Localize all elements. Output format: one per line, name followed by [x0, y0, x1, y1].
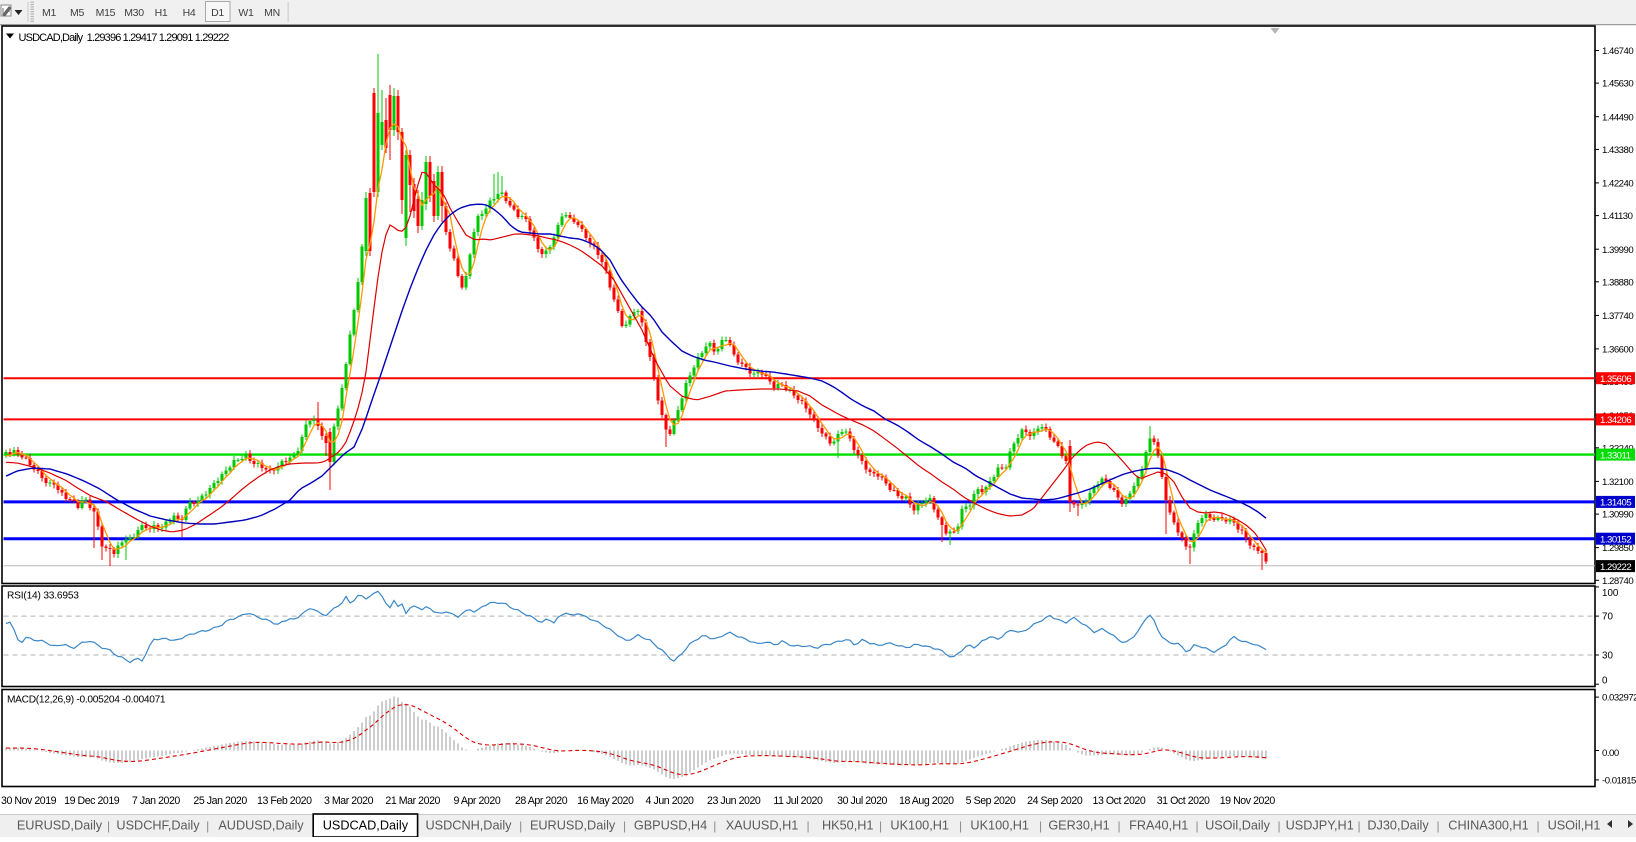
- svg-text:1.46740: 1.46740: [1602, 46, 1633, 57]
- svg-text:1.32100: 1.32100: [1602, 477, 1633, 488]
- svg-text:4 Jun 2020: 4 Jun 2020: [646, 795, 694, 807]
- svg-text:USDCHF,Daily: USDCHF,Daily: [116, 819, 200, 833]
- svg-text:DJ30,Daily: DJ30,Daily: [1367, 819, 1429, 833]
- svg-text:HK50,H1: HK50,H1: [822, 819, 873, 833]
- svg-text:GBPUSD,H4: GBPUSD,H4: [634, 819, 707, 833]
- svg-text:|: |: [1536, 819, 1539, 833]
- svg-text:1.39990: 1.39990: [1602, 245, 1633, 256]
- svg-text:30 Jul 2020: 30 Jul 2020: [837, 795, 887, 807]
- svg-text:31 Oct 2020: 31 Oct 2020: [1157, 795, 1210, 807]
- svg-text:1.30990: 1.30990: [1602, 510, 1633, 521]
- svg-text:UK100,H1: UK100,H1: [890, 819, 949, 833]
- svg-text:1.30152: 1.30152: [1600, 535, 1631, 546]
- svg-text:18 Aug 2020: 18 Aug 2020: [899, 795, 954, 807]
- svg-text:1.31405: 1.31405: [1600, 498, 1631, 509]
- svg-text:25 Jan 2020: 25 Jan 2020: [193, 795, 247, 807]
- svg-text:23 Jun 2020: 23 Jun 2020: [707, 795, 761, 807]
- svg-text:13 Oct 2020: 13 Oct 2020: [1093, 795, 1146, 807]
- svg-text:11 Jul 2020: 11 Jul 2020: [773, 795, 823, 807]
- svg-text:|: |: [713, 819, 716, 833]
- svg-text:0.032972: 0.032972: [1602, 693, 1636, 704]
- svg-text:|: |: [1277, 819, 1280, 833]
- svg-text:1.38880: 1.38880: [1602, 277, 1633, 288]
- svg-text:H1: H1: [155, 7, 168, 19]
- svg-text:24 Sep 2020: 24 Sep 2020: [1027, 795, 1083, 807]
- svg-text:XAUUSD,H1: XAUUSD,H1: [726, 819, 799, 833]
- svg-text:|: |: [879, 819, 882, 833]
- svg-text:19 Nov 2020: 19 Nov 2020: [1220, 795, 1276, 807]
- svg-text:30 Nov 2019: 30 Nov 2019: [1, 795, 57, 807]
- svg-text:19 Dec 2019: 19 Dec 2019: [64, 795, 120, 807]
- svg-text:AUDUSD,Daily: AUDUSD,Daily: [218, 819, 304, 833]
- svg-text:|: |: [959, 819, 962, 833]
- svg-text:M5: M5: [70, 7, 84, 19]
- svg-text:1.35606: 1.35606: [1600, 374, 1631, 385]
- svg-text:|: |: [107, 819, 110, 833]
- svg-text:1.29850: 1.29850: [1602, 543, 1633, 554]
- svg-text:W1: W1: [238, 7, 254, 19]
- svg-text:0: 0: [1602, 676, 1608, 687]
- svg-text:M1: M1: [42, 7, 56, 19]
- svg-text:0.00: 0.00: [1602, 748, 1619, 759]
- svg-text:USDCAD,Daily 1.29396 1.29417: USDCAD,Daily 1.29396 1.29417 1.29091 1.2…: [19, 32, 230, 44]
- svg-text:|: |: [1436, 819, 1439, 833]
- svg-text:UK100,H1: UK100,H1: [970, 819, 1029, 833]
- svg-text:1.36600: 1.36600: [1602, 345, 1633, 356]
- svg-text:M15: M15: [96, 7, 116, 19]
- svg-text:28 Apr 2020: 28 Apr 2020: [515, 795, 568, 807]
- svg-text:GER30,H1: GER30,H1: [1048, 819, 1109, 833]
- svg-text:USDCNH,Daily: USDCNH,Daily: [426, 819, 513, 833]
- svg-text:MN: MN: [264, 7, 280, 19]
- svg-text:7 Jan 2020: 7 Jan 2020: [132, 795, 180, 807]
- svg-text:1.33011: 1.33011: [1600, 450, 1631, 461]
- svg-text:1.42240: 1.42240: [1602, 179, 1633, 190]
- svg-text:|: |: [519, 819, 522, 833]
- svg-text:M30: M30: [124, 7, 144, 19]
- svg-text:1.34206: 1.34206: [1600, 415, 1631, 426]
- svg-text:|: |: [1039, 819, 1042, 833]
- svg-text:1.37740: 1.37740: [1602, 311, 1633, 322]
- svg-text:1.45630: 1.45630: [1602, 79, 1633, 90]
- svg-text:3 Mar 2020: 3 Mar 2020: [324, 795, 374, 807]
- svg-text:RSI(14) 33.6953: RSI(14) 33.6953: [7, 591, 79, 602]
- svg-text:|: |: [623, 819, 626, 833]
- svg-text:1.41130: 1.41130: [1602, 211, 1633, 222]
- svg-text:21 Mar 2020: 21 Mar 2020: [385, 795, 440, 807]
- svg-text:13 Feb 2020: 13 Feb 2020: [257, 795, 312, 807]
- svg-text:|: |: [1117, 819, 1120, 833]
- svg-text:|: |: [806, 819, 809, 833]
- svg-text:|: |: [1195, 819, 1198, 833]
- svg-text:EURUSD,Daily: EURUSD,Daily: [17, 819, 103, 833]
- svg-text:70: 70: [1602, 612, 1613, 623]
- svg-text:H4: H4: [183, 7, 196, 19]
- svg-text:CHINA300,H1: CHINA300,H1: [1448, 819, 1528, 833]
- svg-text:9 Apr 2020: 9 Apr 2020: [454, 795, 501, 807]
- svg-text:-0.01815: -0.01815: [1602, 776, 1636, 787]
- svg-text:MACD(12,26,9) -0.005204 -0.004: MACD(12,26,9) -0.005204 -0.004071: [7, 695, 166, 706]
- svg-text:FRA40,H1: FRA40,H1: [1129, 819, 1188, 833]
- svg-text:USOil,Daily: USOil,Daily: [1205, 819, 1271, 833]
- svg-text:1.44490: 1.44490: [1602, 112, 1633, 123]
- svg-text:16 May 2020: 16 May 2020: [577, 795, 634, 807]
- svg-text:30: 30: [1602, 651, 1613, 662]
- svg-text:USOil,H1: USOil,H1: [1548, 819, 1601, 833]
- svg-text:USDCAD,Daily: USDCAD,Daily: [323, 819, 409, 833]
- svg-text:5 Sep 2020: 5 Sep 2020: [966, 795, 1016, 807]
- svg-text:1.28740: 1.28740: [1602, 576, 1633, 587]
- svg-text:|: |: [1357, 819, 1360, 833]
- svg-text:USDJPY,H1: USDJPY,H1: [1286, 819, 1354, 833]
- svg-text:100: 100: [1602, 588, 1619, 599]
- svg-text:EURUSD,Daily: EURUSD,Daily: [530, 819, 616, 833]
- svg-text:1.29222: 1.29222: [1600, 562, 1631, 573]
- svg-text:D1: D1: [211, 7, 224, 19]
- svg-text:1.43380: 1.43380: [1602, 145, 1633, 156]
- svg-text:|: |: [206, 819, 209, 833]
